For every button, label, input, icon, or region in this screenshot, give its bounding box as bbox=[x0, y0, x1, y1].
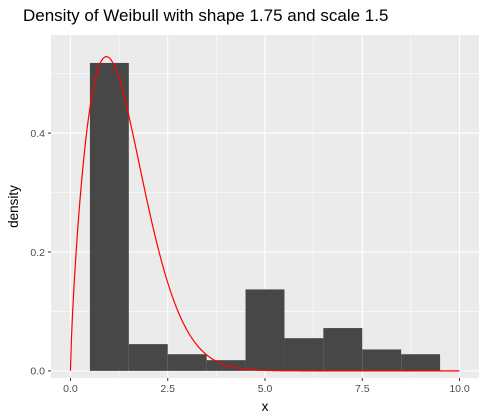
x-tick-label: 10.0 bbox=[449, 383, 470, 395]
histogram-bar bbox=[284, 338, 324, 371]
histogram-bar bbox=[362, 349, 402, 371]
density-curve bbox=[69, 56, 460, 372]
y-axis-title: density bbox=[6, 185, 21, 228]
histogram-bars bbox=[89, 62, 441, 371]
x-axis-title: x bbox=[262, 399, 269, 414]
histogram-bar bbox=[167, 354, 207, 371]
chart-title: Density of Weibull with shape 1.75 and s… bbox=[23, 6, 389, 25]
y-tick-label: 0.2 bbox=[30, 247, 45, 259]
y-tick-label: 0.4 bbox=[30, 128, 45, 140]
y-tick-label: 0.0 bbox=[30, 366, 45, 378]
x-axis-ticks: 0.0 2.5 5.0 7.5 10.0 bbox=[63, 378, 470, 395]
histogram-bar bbox=[323, 328, 363, 371]
histogram-bar bbox=[401, 354, 441, 371]
x-tick-label: 2.5 bbox=[160, 383, 175, 395]
histogram-bar bbox=[128, 344, 168, 371]
histogram-bar bbox=[245, 289, 285, 371]
x-tick-label: 0.0 bbox=[63, 383, 78, 395]
x-tick-label: 7.5 bbox=[355, 383, 370, 395]
y-axis-ticks: 0.0 0.2 0.4 bbox=[30, 128, 51, 378]
histogram-bar bbox=[89, 62, 129, 371]
x-tick-label: 5.0 bbox=[258, 383, 273, 395]
